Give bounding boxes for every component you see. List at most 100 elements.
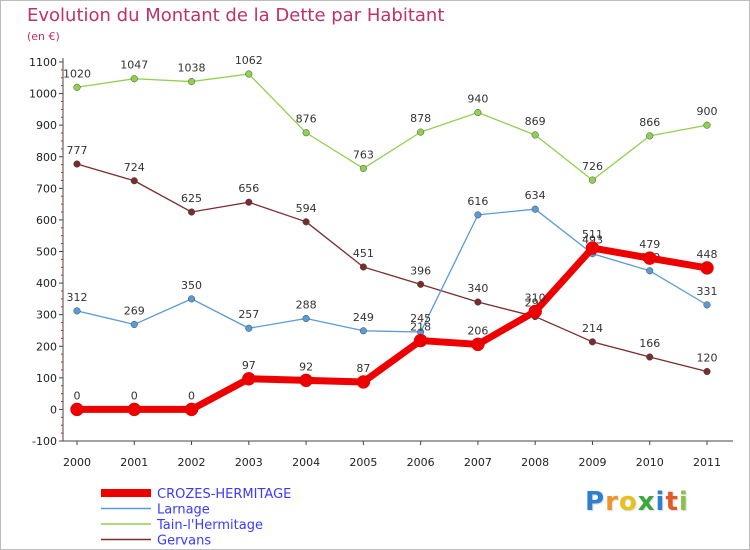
y-tick-label: 0: [50, 403, 57, 416]
data-point: [646, 353, 654, 361]
data-label: 350: [181, 279, 202, 292]
data-label: 878: [410, 112, 431, 125]
data-point: [245, 70, 253, 78]
data-label: 396: [410, 264, 431, 277]
y-tick-label: 500: [36, 246, 57, 259]
data-point: [359, 327, 367, 335]
data-point: [130, 177, 138, 185]
data-label: 340: [467, 282, 488, 295]
data-label: 249: [353, 311, 374, 324]
logo-letter: t: [665, 487, 679, 517]
x-tick-label: 2005: [349, 456, 377, 469]
legend-label: Larnage: [157, 503, 210, 518]
data-point: [703, 301, 711, 309]
data-point: [531, 205, 539, 213]
data-label: 214: [582, 322, 603, 335]
data-point: [302, 218, 310, 226]
y-tick-label: 1000: [29, 88, 57, 101]
data-label: 724: [124, 161, 145, 174]
data-point: [588, 338, 597, 346]
data-label: 1038: [178, 62, 206, 75]
data-point: [187, 208, 196, 216]
y-tick-label: 900: [36, 119, 57, 132]
data-label: 206: [467, 324, 488, 337]
data-point: [73, 307, 81, 315]
x-tick-label: 2007: [464, 456, 492, 469]
data-label: 763: [353, 148, 374, 161]
y-tick-label: 300: [36, 309, 57, 322]
data-label: 940: [467, 93, 488, 106]
y-tick-label: 100: [36, 372, 57, 385]
data-label: 0: [74, 389, 81, 402]
data-label: 331: [697, 285, 718, 298]
data-point: [703, 367, 711, 376]
data-point: [302, 314, 310, 323]
data-label: 257: [238, 308, 259, 321]
data-label: 616: [467, 195, 488, 208]
data-point: [474, 108, 482, 117]
data-point: [302, 129, 310, 137]
data-label: 493: [582, 234, 603, 247]
data-point: [417, 280, 425, 288]
data-label: 451: [353, 247, 374, 260]
x-tick-label: 2004: [292, 456, 320, 469]
chart-title: Evolution du Montant de la Dette par Hab…: [27, 5, 445, 26]
series-line: [73, 244, 711, 413]
series-line: [76, 208, 708, 333]
data-label: 900: [697, 105, 718, 118]
y-tick-label: 700: [36, 182, 57, 195]
legend-label: CROZES-HERMITAGE: [157, 487, 291, 502]
data-point: [70, 402, 84, 417]
data-label: 87: [356, 362, 370, 375]
data-point: [359, 263, 367, 271]
logo-letter: r: [605, 487, 619, 517]
series-line: [76, 163, 708, 373]
y-tick-label: 600: [36, 214, 57, 227]
data-label: 120: [697, 352, 718, 365]
data-point: [703, 121, 711, 129]
x-tick-label: 2003: [235, 456, 263, 469]
data-point: [187, 78, 196, 86]
data-label: 0: [188, 389, 195, 402]
data-label: 0: [131, 389, 138, 402]
data-point: [474, 298, 482, 306]
x-tick-label: 2001: [120, 456, 148, 469]
data-point: [356, 375, 371, 389]
data-point: [73, 83, 81, 91]
legend-label: Tain-l'Hermitage: [156, 518, 263, 533]
x-tick-label: 2010: [636, 456, 664, 469]
logo-letter: x: [637, 487, 656, 517]
data-point: [245, 324, 253, 332]
data-label: 777: [67, 144, 88, 157]
data-label: 866: [639, 116, 660, 129]
data-label: 726: [582, 160, 603, 173]
data-label: 634: [525, 189, 546, 202]
x-tick-label: 2008: [521, 456, 549, 469]
x-tick-label: 2000: [63, 456, 91, 469]
data-point: [130, 75, 138, 83]
data-label: 97: [242, 359, 256, 372]
data-label: 869: [525, 115, 546, 128]
data-label: 1062: [235, 54, 263, 67]
logo-letter: o: [618, 487, 638, 517]
y-tick-label: 1100: [29, 56, 57, 69]
data-point: [359, 164, 367, 172]
data-label: 310: [525, 292, 546, 305]
data-label: 1047: [120, 59, 148, 72]
data-point: [700, 261, 714, 275]
data-label: 448: [697, 248, 718, 261]
data-point: [73, 160, 81, 168]
data-label: 245: [410, 312, 431, 325]
data-point: [187, 295, 196, 303]
data-point: [130, 320, 138, 329]
data-label: 479: [639, 238, 660, 251]
logo-letter: P: [585, 487, 606, 517]
data-point: [528, 304, 542, 319]
data-point: [127, 402, 142, 417]
data-point: [474, 211, 482, 219]
data-label: 1020: [63, 67, 91, 80]
y-tick-label: 800: [36, 151, 57, 164]
proxiti-logo: Proxiti: [585, 487, 689, 517]
data-label: 625: [181, 192, 202, 205]
